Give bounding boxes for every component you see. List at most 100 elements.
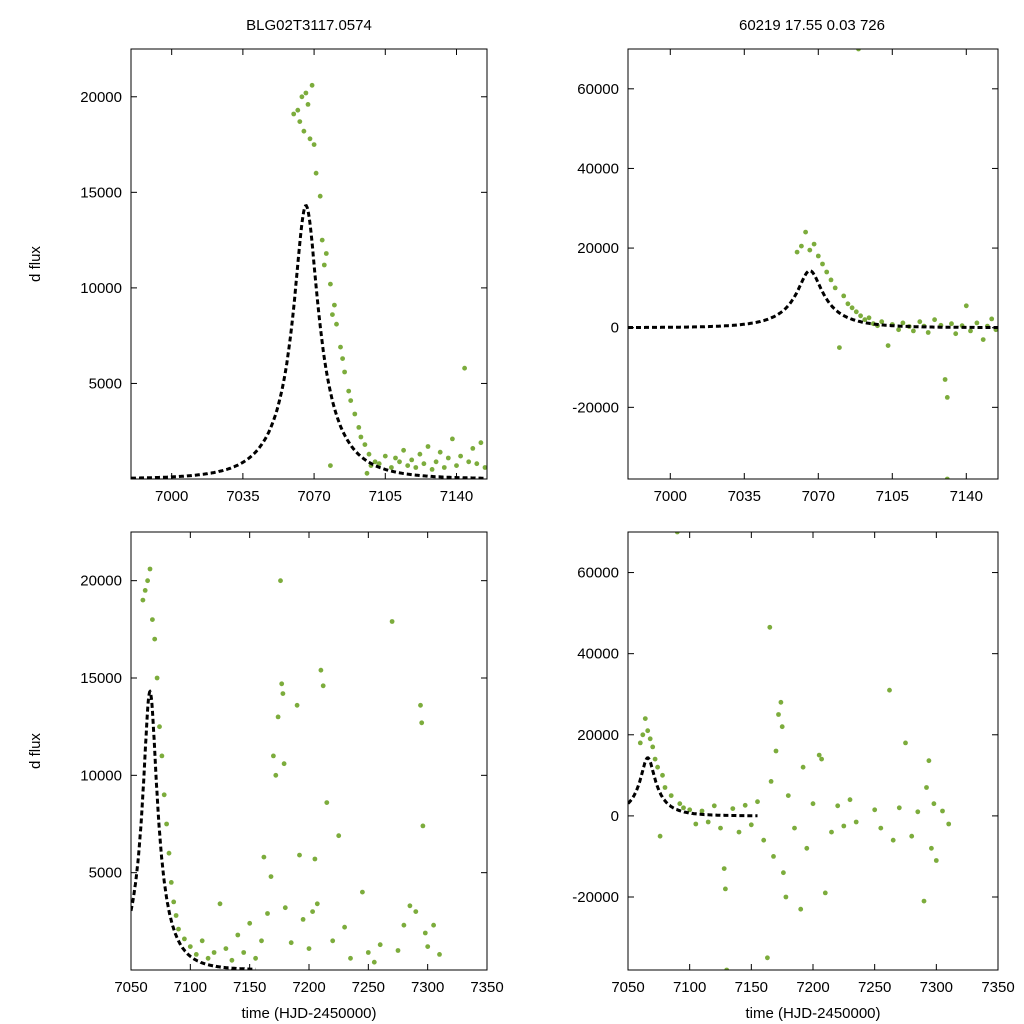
- x-tick-label: 7050: [611, 979, 644, 996]
- data-point: [761, 837, 767, 843]
- data-point: [389, 465, 394, 470]
- y-axis-label: d flux: [27, 246, 44, 282]
- data-point: [229, 957, 235, 963]
- x-tick-label: 7000: [155, 488, 188, 505]
- data-point: [798, 906, 804, 912]
- data-point: [730, 806, 736, 811]
- data-point: [822, 890, 828, 896]
- data-point: [917, 319, 923, 325]
- data-point: [364, 470, 370, 476]
- data-point: [742, 802, 748, 808]
- data-point: [721, 866, 727, 871]
- data-point: [705, 819, 711, 825]
- data-point: [949, 321, 954, 327]
- y-tick-label: 10000: [80, 280, 122, 297]
- data-point: [835, 803, 841, 809]
- x-tick-label: 7300: [920, 979, 953, 996]
- data-point: [334, 321, 339, 327]
- y-tick-label: 0: [611, 808, 619, 825]
- data-point: [989, 316, 995, 322]
- data-point: [372, 459, 378, 465]
- data-point: [896, 805, 902, 811]
- y-tick-label: 20000: [577, 727, 619, 744]
- data-point: [885, 343, 891, 348]
- data-point: [303, 90, 309, 96]
- data-point: [980, 337, 986, 342]
- data-point: [845, 301, 851, 307]
- data-point: [211, 950, 217, 955]
- y-tick-label: 10000: [80, 767, 122, 784]
- data-point: [441, 465, 447, 470]
- data-point: [422, 930, 428, 936]
- data-point: [371, 959, 377, 965]
- data-point: [407, 903, 413, 909]
- y-axis-label: d flux: [27, 733, 44, 769]
- data-point: [931, 801, 937, 807]
- data-point: [291, 111, 297, 117]
- data-point: [154, 675, 160, 681]
- x-tick-label: 7050: [114, 979, 147, 996]
- data-point: [397, 459, 402, 465]
- data-point: [401, 447, 406, 453]
- data-point: [275, 714, 281, 720]
- data-point: [328, 281, 333, 287]
- x-tick-label: 7100: [174, 979, 207, 996]
- data-point: [458, 453, 463, 459]
- data-point: [176, 926, 181, 932]
- data-point: [157, 724, 162, 730]
- data-point: [640, 732, 646, 738]
- data-point: [841, 293, 847, 299]
- data-point: [294, 702, 300, 708]
- data-point: [310, 909, 315, 914]
- data-point: [879, 319, 885, 325]
- y-tick-label: 20000: [80, 573, 122, 590]
- data-point: [911, 328, 916, 334]
- data-points: [794, 49, 998, 479]
- data-point: [328, 463, 333, 468]
- data-point: [431, 922, 436, 928]
- x-tick-label: 7140: [950, 488, 983, 505]
- y-tick-label: -20000: [572, 889, 619, 906]
- data-point: [474, 461, 480, 467]
- data-point: [944, 395, 950, 400]
- data-point: [265, 911, 270, 916]
- data-point: [332, 302, 337, 308]
- data-point: [433, 459, 439, 465]
- data-point: [803, 229, 808, 235]
- data-point: [647, 736, 653, 742]
- panel-top-left: 7000 7035 7070 7105 7140 5000 10000 15000 20000 d…: [27, 48, 488, 505]
- data-point: [261, 854, 267, 860]
- data-point: [926, 758, 932, 764]
- data-point: [841, 823, 847, 829]
- data-point: [890, 837, 896, 843]
- data-point: [800, 764, 806, 770]
- data-point: [323, 251, 329, 256]
- data-points: [140, 566, 442, 965]
- panel-top-right: 7000 7035 7070 7105 7140 -20000 0 20000 40000 600…: [572, 48, 999, 505]
- data-point: [429, 467, 435, 472]
- x-tick-label: 7105: [876, 488, 909, 505]
- data-point: [324, 800, 330, 805]
- data-point: [336, 833, 342, 839]
- data-point: [681, 805, 686, 811]
- data-point: [150, 617, 155, 622]
- data-point: [171, 899, 177, 905]
- y-tick-label: -20000: [572, 399, 619, 416]
- data-point: [819, 756, 824, 762]
- data-point: [963, 303, 969, 309]
- x-tick-label: 7035: [728, 488, 761, 505]
- data-point: [454, 463, 459, 468]
- data-point: [241, 950, 247, 955]
- data-point: [660, 772, 665, 778]
- data-point: [718, 825, 723, 831]
- data-point: [147, 566, 153, 572]
- y-tick-label: 40000: [577, 646, 619, 663]
- data-point: [953, 331, 959, 337]
- data-point: [377, 942, 383, 948]
- data-point: [418, 702, 423, 708]
- data-point: [924, 785, 929, 790]
- data-point: [816, 752, 822, 758]
- data-point: [365, 950, 371, 955]
- data-point: [811, 241, 817, 247]
- data-point: [662, 785, 668, 790]
